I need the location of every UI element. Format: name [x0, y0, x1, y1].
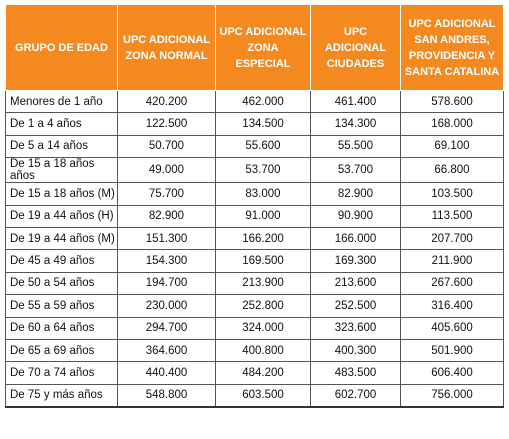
value-cell: 211.900: [400, 249, 504, 273]
value-cell: 55.500: [310, 134, 401, 159]
value-cell: 91.000: [215, 204, 311, 228]
table-row: De 60 a 64 años 294.700 324.000 323.600 405.…: [5, 316, 504, 340]
value-cell: 213.600: [310, 271, 401, 296]
age-group-cell: De 19 a 44 años (H): [5, 204, 118, 228]
table-row: De 50 a 54 años 194.700 213.900 213.600 267.…: [5, 271, 504, 296]
value-cell: 69.100: [400, 134, 504, 159]
value-cell: 166.200: [215, 226, 311, 251]
age-group-cell: De 1 a 4 años: [5, 112, 118, 136]
value-cell: 83.000: [215, 182, 311, 206]
value-cell: 154.300: [117, 249, 216, 273]
value-cell: 166.000: [310, 226, 401, 251]
value-cell: 50.700: [117, 134, 216, 159]
table-row: De 75 y más años 548.800 603.500 602.700 756…: [5, 383, 504, 408]
value-cell: 400.300: [310, 338, 401, 363]
table-row: De 55 a 59 años 230.000 252.800 252.500 316.…: [5, 294, 504, 318]
table-row: De 70 a 74 años 440.400 484.200 483.500 606.…: [5, 361, 504, 385]
value-cell: 405.600: [400, 316, 504, 340]
value-cell: 483.500: [310, 361, 401, 385]
value-cell: 462.000: [215, 89, 311, 114]
value-cell: 501.900: [400, 338, 504, 363]
value-cell: 113.500: [400, 204, 504, 228]
value-cell: 267.600: [400, 271, 504, 296]
value-cell: 207.700: [400, 226, 504, 251]
table-row: De 65 a 69 años 364.600 400.800 400.300 501.…: [5, 338, 504, 363]
value-cell: 606.400: [400, 361, 504, 385]
value-cell: 53.700: [215, 157, 311, 184]
value-cell: 484.200: [215, 361, 311, 385]
value-cell: 194.700: [117, 271, 216, 296]
age-group-cell: De 60 a 64 años: [5, 316, 118, 340]
age-group-cell: De 19 a 44 años (M): [5, 226, 118, 251]
header-age-group: GRUPO DE EDAD: [5, 4, 118, 91]
table-row: Menores de 1 año 420.200 462.000 461.400 578…: [5, 89, 504, 114]
value-cell: 461.400: [310, 89, 401, 114]
value-cell: 364.600: [117, 338, 216, 363]
header-zona-especial: UPC ADICIONAL ZONA ESPECIAL: [215, 4, 311, 91]
value-cell: 602.700: [310, 383, 401, 408]
value-cell: 213.900: [215, 271, 311, 296]
table-header: GRUPO DE EDAD UPC ADICIONAL ZONA NORMAL …: [5, 4, 504, 91]
value-cell: 90.900: [310, 204, 401, 228]
value-cell: 134.300: [310, 112, 401, 136]
table-row: De 15 a 18 años (M) 75.700 83.000 82.900 103…: [5, 182, 504, 206]
age-group-cell: De 45 a 49 años: [5, 249, 118, 273]
value-cell: 122.500: [117, 112, 216, 136]
table-row: De 5 a 14 años 50.700 55.600 55.500 69.100: [5, 134, 504, 159]
value-cell: 400.800: [215, 338, 311, 363]
value-cell: 169.500: [215, 249, 311, 273]
value-cell: 103.500: [400, 182, 504, 206]
age-group-cell: De 50 a 54 años: [5, 271, 118, 296]
upc-table-container: GRUPO DE EDAD UPC ADICIONAL ZONA NORMAL …: [5, 4, 505, 408]
header-ciudades: UPC ADICIONAL CIUDADES: [310, 4, 401, 91]
table-body: Menores de 1 año 420.200 462.000 461.400 578…: [5, 89, 504, 408]
value-cell: 55.600: [215, 134, 311, 159]
value-cell: 82.900: [117, 204, 216, 228]
upc-table: GRUPO DE EDAD UPC ADICIONAL ZONA NORMAL …: [5, 4, 504, 408]
value-cell: 53.700: [310, 157, 401, 184]
header-san-andres: UPC ADICIONAL SAN ANDRES, PROVIDENCIA Y …: [400, 4, 504, 91]
table-row: De 19 a 44 años (M) 151.300 166.200 166.000…: [5, 226, 504, 251]
age-group-cell: De 15 a 18 años (M): [5, 182, 118, 206]
value-cell: 548.800: [117, 383, 216, 408]
table-row: De 45 a 49 años 154.300 169.500 169.300 211.…: [5, 249, 504, 273]
table-row: De 1 a 4 años 122.500 134.500 134.300 168.00…: [5, 112, 504, 136]
value-cell: 75.700: [117, 182, 216, 206]
value-cell: 294.700: [117, 316, 216, 340]
table-row: De 15 a 18 años años 49.000 53.700 53.700 66…: [5, 157, 504, 184]
value-cell: 252.500: [310, 294, 401, 318]
table-row: De 19 a 44 años (H) 82.900 91.000 90.900 113…: [5, 204, 504, 228]
value-cell: 66.800: [400, 157, 504, 184]
value-cell: 49.000: [117, 157, 216, 184]
value-cell: 252.800: [215, 294, 311, 318]
value-cell: 440.400: [117, 361, 216, 385]
age-group-cell: Menores de 1 año: [5, 89, 118, 114]
value-cell: 316.400: [400, 294, 504, 318]
age-group-cell: De 75 y más años: [5, 383, 118, 408]
value-cell: 169.300: [310, 249, 401, 273]
value-cell: 578.600: [400, 89, 504, 114]
value-cell: 134.500: [215, 112, 311, 136]
header-row: GRUPO DE EDAD UPC ADICIONAL ZONA NORMAL …: [5, 4, 504, 91]
value-cell: 756.000: [400, 383, 504, 408]
age-group-cell: De 65 a 69 años: [5, 338, 118, 363]
value-cell: 324.000: [215, 316, 311, 340]
age-group-cell: De 55 a 59 años: [5, 294, 118, 318]
age-group-cell: De 70 a 74 años: [5, 361, 118, 385]
value-cell: 603.500: [215, 383, 311, 408]
value-cell: 230.000: [117, 294, 216, 318]
value-cell: 420.200: [117, 89, 216, 114]
age-group-cell: De 5 a 14 años: [5, 134, 118, 159]
value-cell: 151.300: [117, 226, 216, 251]
age-group-cell: De 15 a 18 años años: [5, 157, 118, 184]
value-cell: 82.900: [310, 182, 401, 206]
value-cell: 168.000: [400, 112, 504, 136]
header-zona-normal: UPC ADICIONAL ZONA NORMAL: [117, 4, 216, 91]
value-cell: 323.600: [310, 316, 401, 340]
